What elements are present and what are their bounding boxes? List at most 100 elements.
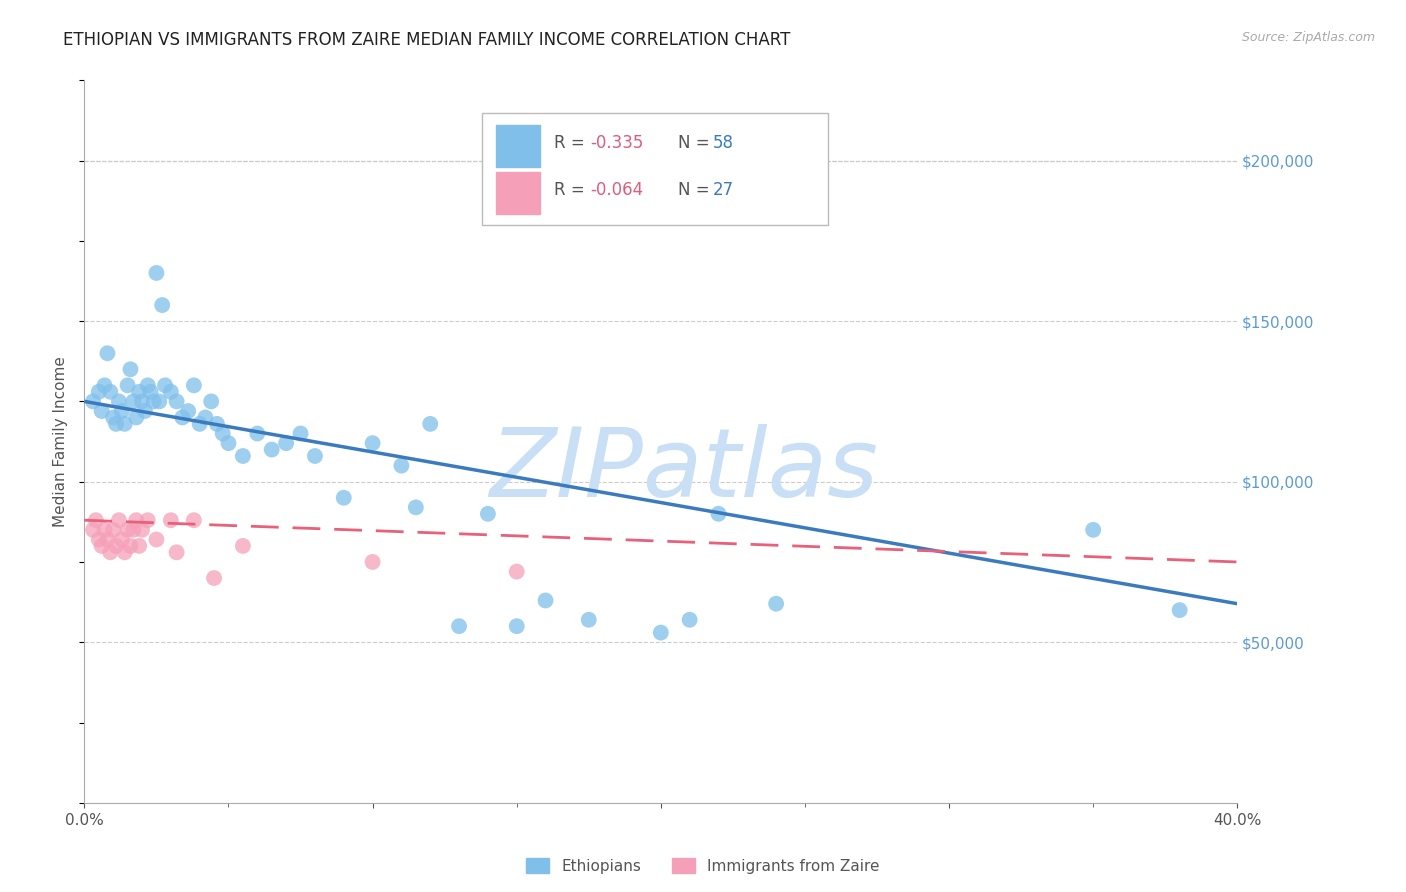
Point <box>1083 523 1105 537</box>
Point <box>120 362 142 376</box>
Text: N =: N = <box>678 134 716 153</box>
Point <box>114 545 136 559</box>
Point <box>136 513 159 527</box>
Point <box>419 417 441 431</box>
Point <box>153 378 176 392</box>
Point <box>188 417 211 431</box>
Point <box>183 513 205 527</box>
Point <box>103 410 124 425</box>
Point <box>145 266 167 280</box>
Point <box>232 539 254 553</box>
Point <box>96 346 118 360</box>
Text: 27: 27 <box>713 181 734 199</box>
Legend: Ethiopians, Immigrants from Zaire: Ethiopians, Immigrants from Zaire <box>520 852 886 880</box>
Point <box>333 491 356 505</box>
Point <box>200 394 222 409</box>
Point <box>205 417 228 431</box>
Point <box>506 619 529 633</box>
Point <box>290 426 312 441</box>
Point <box>232 449 254 463</box>
Point <box>142 394 165 409</box>
Point <box>139 384 162 399</box>
Point <box>122 394 145 409</box>
Point <box>105 539 128 553</box>
Point <box>679 613 702 627</box>
Point <box>125 513 148 527</box>
Point <box>276 436 298 450</box>
Point <box>145 533 167 547</box>
Point <box>120 539 142 553</box>
Point <box>96 533 118 547</box>
Point <box>246 426 269 441</box>
Point <box>166 394 188 409</box>
Point <box>103 523 124 537</box>
Point <box>84 513 107 527</box>
Point <box>93 523 115 537</box>
Point <box>117 523 139 537</box>
Point <box>477 507 499 521</box>
Point <box>449 619 471 633</box>
Point <box>183 378 205 392</box>
Point <box>98 384 121 399</box>
Point <box>93 378 115 392</box>
Point <box>202 571 225 585</box>
Point <box>177 404 200 418</box>
Point <box>114 417 136 431</box>
Point <box>361 436 384 450</box>
Point <box>111 404 134 418</box>
Text: R =: R = <box>554 134 589 153</box>
Point <box>90 404 112 418</box>
Text: -0.064: -0.064 <box>591 181 644 199</box>
Point <box>160 384 183 399</box>
Point <box>160 513 183 527</box>
Point <box>108 394 131 409</box>
Y-axis label: Median Family Income: Median Family Income <box>53 356 69 527</box>
Point <box>218 436 240 450</box>
Point <box>650 625 672 640</box>
Text: ETHIOPIAN VS IMMIGRANTS FROM ZAIRE MEDIAN FAMILY INCOME CORRELATION CHART: ETHIOPIAN VS IMMIGRANTS FROM ZAIRE MEDIA… <box>63 31 790 49</box>
Point <box>707 507 730 521</box>
Point <box>108 513 131 527</box>
Point <box>578 613 600 627</box>
Point <box>111 533 134 547</box>
Point <box>506 565 529 579</box>
Text: 58: 58 <box>713 134 734 153</box>
Point <box>391 458 413 473</box>
Point <box>534 593 557 607</box>
Text: R =: R = <box>554 181 589 199</box>
Point <box>87 533 110 547</box>
Text: Source: ZipAtlas.com: Source: ZipAtlas.com <box>1241 31 1375 45</box>
Point <box>1168 603 1191 617</box>
Point <box>194 410 217 425</box>
Bar <box>496 172 540 214</box>
Point <box>260 442 283 457</box>
Point <box>134 404 156 418</box>
Text: N =: N = <box>678 181 716 199</box>
Text: -0.335: -0.335 <box>591 134 644 153</box>
Point <box>90 539 112 553</box>
Point <box>131 523 153 537</box>
Point <box>304 449 326 463</box>
Point <box>131 394 153 409</box>
FancyBboxPatch shape <box>482 112 828 225</box>
Point <box>765 597 787 611</box>
Point <box>125 410 148 425</box>
Point <box>117 378 139 392</box>
Point <box>122 523 145 537</box>
Point <box>172 410 194 425</box>
Point <box>405 500 427 515</box>
Point <box>148 394 170 409</box>
Point <box>211 426 233 441</box>
Point <box>361 555 384 569</box>
Bar <box>496 125 540 167</box>
Point <box>105 417 128 431</box>
Point <box>128 539 150 553</box>
Point <box>128 384 150 399</box>
Point <box>82 394 104 409</box>
Point <box>87 384 110 399</box>
Point <box>136 378 159 392</box>
Point <box>82 523 104 537</box>
Point <box>150 298 173 312</box>
Point <box>98 545 121 559</box>
Point <box>166 545 188 559</box>
